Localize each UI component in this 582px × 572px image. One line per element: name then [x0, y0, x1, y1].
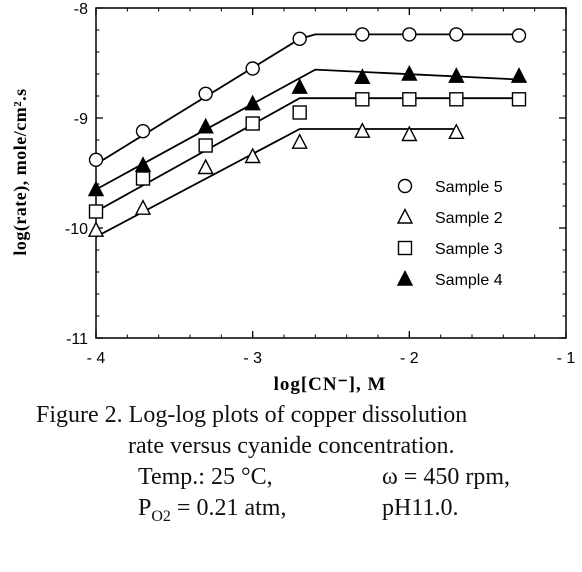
data-point-sample-4: [510, 67, 528, 83]
legend-marker-sample-2: [396, 207, 414, 224]
fit-line-sample-2: [95, 128, 457, 238]
legend-label-sample-3: Sample 3: [435, 241, 503, 258]
data-point-sample-5: [245, 61, 260, 76]
data-point-sample-3: [449, 92, 464, 107]
fit-line-sample-3: [95, 97, 519, 213]
data-point-sample-5: [198, 86, 213, 102]
legend-label-sample-2: Sample 2: [435, 210, 503, 227]
legend-marker-sample-4: [396, 269, 414, 286]
data-point-sample-2: [354, 122, 371, 138]
data-point-sample-3: [355, 92, 370, 107]
legend-marker-sample-5: [397, 178, 413, 194]
data-point-sample-5: [449, 27, 464, 42]
data-point-sample-2: [87, 221, 105, 237]
caption-oxygen-pressure: PO2 = 0.21 atm,: [138, 493, 286, 532]
y-axis-label: log(rate), mole/cm².s: [10, 88, 31, 255]
data-point-sample-4: [87, 180, 105, 197]
data-point-sample-4: [197, 117, 214, 134]
data-point-sample-3: [245, 116, 260, 131]
data-point-sample-2: [291, 133, 308, 149]
data-point-sample-4: [354, 68, 371, 85]
data-point-sample-3: [292, 105, 307, 120]
data-point-sample-5: [355, 27, 370, 42]
plot-frame: [95, 7, 567, 339]
data-point-sample-2: [134, 199, 152, 215]
data-point-sample-5: [402, 27, 417, 42]
caption-rotation-speed: ω = 450 rpm,: [382, 464, 510, 490]
caption-line-2: rate versus cyanide concentration.: [128, 433, 455, 459]
legend-marker-sample-3: [397, 240, 413, 256]
fit-line-sample-5: [95, 33, 519, 165]
caption-o2-subscript: O2: [151, 507, 171, 525]
data-point-sample-5: [511, 28, 527, 43]
data-point-sample-3: [198, 138, 213, 153]
fit-line-sample-4: [95, 68, 520, 191]
data-point-sample-4: [448, 67, 465, 83]
caption-line-1: Figure 2. Log-log plots of copper dissol…: [36, 402, 468, 428]
data-point-sample-5: [135, 123, 151, 139]
data-point-sample-4: [134, 156, 152, 173]
data-point-sample-2: [197, 158, 214, 175]
data-point-sample-4: [291, 78, 308, 94]
data-point-sample-2: [244, 147, 261, 164]
y-tick-label: -10: [65, 221, 88, 238]
data-point-sample-2: [401, 125, 418, 142]
legend-label-sample-4: Sample 4: [435, 272, 503, 289]
x-tick-label: - 4: [87, 350, 106, 367]
caption-temperature: Temp.: 25 °C,: [138, 464, 273, 490]
data-point-sample-3: [135, 171, 151, 186]
caption-pressure-value: = 0.21 atm,: [170, 495, 287, 521]
data-point-sample-3: [511, 92, 527, 107]
log-log-chart: Sample 5 Sample 2 Sample 3 Sample 4 - 4 - 3 -…: [10, 1, 576, 395]
caption-ph: pH11.0.: [382, 495, 459, 521]
data-point-sample-2: [448, 123, 465, 140]
x-axis-label: log[CN⁻], M: [274, 374, 387, 395]
data-point-sample-4: [244, 94, 261, 111]
x-tick-label: - 1: [557, 350, 576, 367]
data-point-sample-5: [292, 31, 307, 46]
data-point-sample-5: [88, 152, 104, 168]
data-point-sample-3: [88, 204, 104, 219]
y-tick-label: -11: [66, 331, 88, 348]
y-tick-label: -8: [74, 1, 88, 18]
x-tick-label: - 3: [243, 350, 262, 367]
x-tick-label: - 2: [400, 350, 419, 367]
data-point-sample-4: [401, 64, 418, 81]
caption-p-symbol: P: [138, 495, 152, 521]
y-tick-label: -9: [74, 111, 88, 128]
legend-label-sample-5: Sample 5: [435, 179, 503, 196]
data-point-sample-3: [402, 92, 417, 107]
